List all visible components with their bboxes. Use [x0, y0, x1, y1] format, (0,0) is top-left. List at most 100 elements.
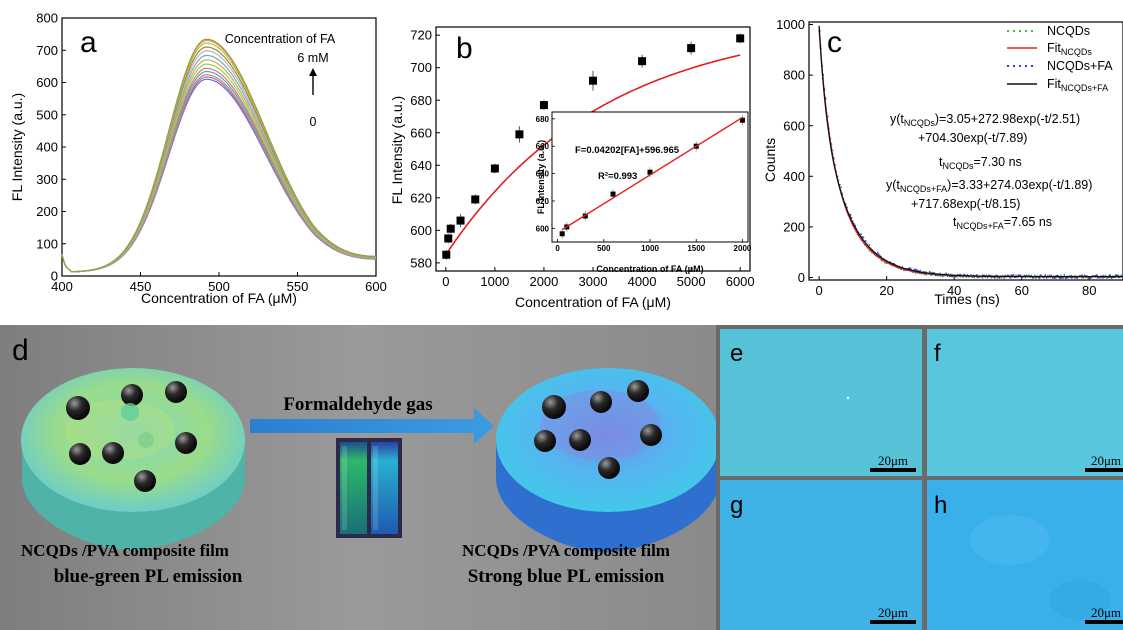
a-ytick-label: 300	[36, 172, 58, 187]
b-inset-point	[739, 117, 745, 123]
b-inset-xtick-label: 500	[597, 244, 611, 253]
c-xtick-label: 80	[1082, 283, 1096, 298]
c-t2: tNCQDs+FA=7.65 ns	[953, 215, 1052, 231]
film-hole	[627, 380, 649, 402]
b-data-point	[490, 164, 499, 173]
scale-label-f: 20μm	[1091, 453, 1121, 468]
film-hole	[640, 424, 662, 446]
c-ytick-label: 1000	[776, 17, 805, 32]
scale-label-e: 20μm	[878, 453, 908, 468]
right-caption-1: NCQDs /PVA composite film	[462, 541, 670, 560]
a-spectrum-line	[61, 42, 376, 273]
a-ytick-label: 0	[51, 269, 58, 284]
b-ticks-group: 0 1000 2000 3000 4000 5000 6000580600620640660…	[410, 28, 754, 289]
film-hole	[121, 384, 143, 406]
a-annotation-title: Concentration of FA	[225, 32, 336, 46]
b-inset-point	[559, 231, 565, 237]
b-xtick-label: 6000	[726, 274, 755, 289]
scale-label-g: 20μm	[878, 605, 908, 620]
b-inset-ytick-label: 640	[536, 170, 550, 179]
scale-bar-e	[870, 468, 916, 472]
b-data-point	[442, 250, 451, 259]
film-hole	[102, 442, 124, 464]
c-ylabel: Counts	[762, 138, 778, 182]
c-legend-label: FitNCQDs+FA	[1047, 77, 1108, 93]
panel-label-a: a	[80, 26, 97, 59]
a-xtick-label: 450	[130, 279, 152, 294]
b-data-point	[515, 130, 524, 139]
a-xtick-label: 500	[208, 279, 230, 294]
b-inset-r2: R²=0.993	[598, 171, 637, 182]
b-inset-ytick-label: 600	[536, 224, 550, 233]
b-inset-ytick-label: 680	[536, 115, 550, 124]
c-xtick-label: 20	[879, 283, 893, 298]
micrograph-f: f 20μm	[927, 329, 1123, 476]
b-ytick-label: 720	[410, 28, 432, 43]
b-xtick-label: 3000	[579, 274, 608, 289]
b-xtick-label: 2000	[529, 274, 558, 289]
b-data-point	[736, 34, 745, 43]
b-inset-equation: F=0.04202[FA]+596.965	[575, 145, 680, 156]
reaction-arrowhead	[474, 408, 494, 444]
a-spectrum-line	[61, 38, 376, 273]
left-film-disk	[21, 368, 245, 550]
b-inset-ytick-label: 620	[536, 197, 550, 206]
b-fit-curve	[445, 54, 741, 256]
c-fit-curve	[818, 25, 1123, 278]
b-data-point	[471, 195, 480, 204]
b-xtick-label: 5000	[677, 274, 706, 289]
film-hole	[542, 395, 566, 419]
b-xtick-label: 0	[442, 274, 449, 289]
panel-label-d: d	[12, 334, 29, 367]
c-eq1: y(tNCQDs)=3.05+272.98exp(-t/2.51)	[890, 112, 1080, 128]
c-ytick-label: 800	[783, 68, 805, 83]
b-inset-xtick-label: 0	[555, 244, 560, 253]
b-ytick-label: 700	[410, 60, 432, 75]
b-xlabel: Concentration of FA (μM)	[515, 294, 671, 310]
b-data-point	[638, 57, 647, 66]
b-data-point	[446, 224, 455, 233]
c-xtick-label: 0	[816, 283, 823, 298]
left-caption-1: NCQDs /PVA composite film	[21, 541, 229, 560]
panel-label-e: e	[730, 340, 743, 367]
b-data-point	[444, 234, 453, 243]
b-ytick-label: 620	[410, 190, 432, 205]
c-ytick-label: 400	[783, 169, 805, 184]
a-ytick-label: 200	[36, 204, 58, 219]
film-hole	[165, 381, 187, 403]
c-legend-label: FitNCQDs	[1047, 41, 1092, 57]
b-points-group	[442, 33, 745, 260]
a-annotation-arrowhead	[309, 68, 317, 76]
micrograph-h: h 20μm	[927, 480, 1123, 630]
a-xtick-label: 600	[365, 279, 387, 294]
film-hole	[598, 457, 620, 479]
panel-b-chart: 0 1000 2000 3000 4000 5000 6000580600620640660…	[389, 26, 755, 310]
a-ytick-label: 700	[36, 43, 58, 58]
b-ytick-label: 580	[410, 255, 432, 270]
b-inset-xlabel: Concentration of FA (μM)	[596, 264, 703, 274]
a-ytick-label: 800	[36, 11, 58, 26]
a-spectrum-line	[61, 59, 376, 273]
b-inset-point	[647, 169, 653, 175]
micrograph-e: e 20μm	[720, 329, 922, 476]
film-hole	[69, 443, 91, 465]
micrograph-g: g 20μm	[720, 480, 922, 630]
cuvette-photo	[336, 438, 402, 538]
a-ytick-label: 400	[36, 140, 58, 155]
scale-bar-f	[1085, 468, 1123, 472]
panel-label-h: h	[934, 492, 947, 519]
c-ytick-label: 200	[783, 219, 805, 234]
b-ytick-label: 640	[410, 158, 432, 173]
c-legend-label: NCQDs+FA	[1047, 59, 1113, 73]
film-hole	[569, 429, 591, 451]
c-xlabel: Times (ns)	[934, 291, 1000, 307]
b-ytick-label: 600	[410, 223, 432, 238]
panel-label-g: g	[730, 492, 743, 519]
a-spectra-group	[61, 38, 377, 273]
film-hole	[175, 432, 197, 454]
a-annotation-bottom: 0	[310, 115, 317, 129]
b-xtick-label: 4000	[628, 274, 657, 289]
a-annotation-top: 6 mM	[297, 51, 328, 65]
a-spectrum-line	[61, 54, 376, 273]
a-ytick-label: 500	[36, 107, 58, 122]
